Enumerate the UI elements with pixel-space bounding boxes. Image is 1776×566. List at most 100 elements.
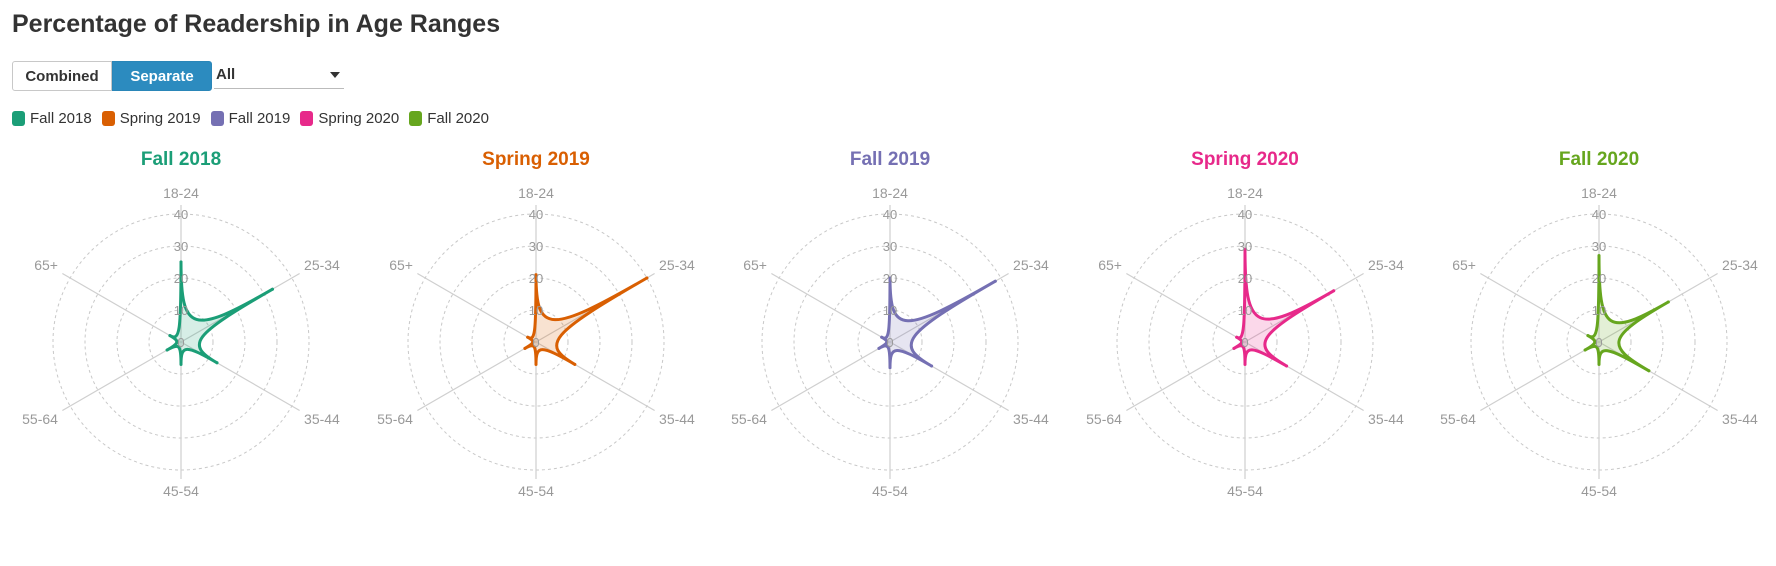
axis-line <box>62 341 182 411</box>
ring-tick-label: 20 <box>174 271 188 286</box>
axis-line <box>771 273 891 343</box>
series-area[interactable] <box>523 273 649 366</box>
data-point <box>1243 247 1247 251</box>
axis-label: 25-34 <box>1013 257 1049 273</box>
data-point <box>1332 289 1336 293</box>
axis-label: 55-64 <box>22 411 58 427</box>
radar-chart: Fall 2019 18-24 25-34 35-44 45-54 55-64 65+ 0 10… <box>731 149 1049 499</box>
axis-line <box>1480 341 1600 411</box>
series-area[interactable] <box>877 276 997 370</box>
axis-label: 35-44 <box>304 411 340 427</box>
data-point <box>215 361 219 365</box>
axis-label: 55-64 <box>377 411 413 427</box>
axis-label: 65+ <box>1452 257 1476 273</box>
axis-label: 45-54 <box>163 483 199 499</box>
axis-line <box>417 341 537 411</box>
axis-label: 18-24 <box>518 185 554 201</box>
ring-tick-label: 0 <box>177 335 184 350</box>
axis-label: 25-34 <box>659 257 695 273</box>
data-point <box>168 334 172 338</box>
data-point <box>1586 334 1590 338</box>
axis-label: 25-34 <box>1722 257 1758 273</box>
radar-chart: Fall 2020 18-24 25-34 35-44 45-54 55-64 65+ 0 10… <box>1440 149 1758 499</box>
ring-tick-label: 10 <box>1238 303 1252 318</box>
axis-label: 25-34 <box>304 257 340 273</box>
legend-label: Spring 2020 <box>318 110 400 127</box>
ring-tick-label: 10 <box>1592 303 1606 318</box>
data-point <box>1243 362 1247 366</box>
axis-label: 35-44 <box>1013 411 1049 427</box>
axis-label: 55-64 <box>1440 411 1476 427</box>
radar-charts: Fall 2018 18-24 25-34 35-44 45-54 55-64 65+ 0 10… <box>0 140 1776 520</box>
ring-tick-label: 10 <box>883 303 897 318</box>
data-point <box>993 279 997 283</box>
data-point <box>1647 369 1651 373</box>
filter-dropdown-value: All <box>216 66 236 83</box>
ring-tick-label: 0 <box>886 335 893 350</box>
ring-tick-label: 30 <box>1592 239 1606 254</box>
axis-line <box>771 341 891 411</box>
data-point <box>270 287 274 291</box>
data-point <box>645 276 649 280</box>
axis-label: 45-54 <box>518 483 554 499</box>
axis-label: 55-64 <box>731 411 767 427</box>
chart-title: Fall 2018 <box>141 149 221 170</box>
ring-tick-label: 30 <box>529 239 543 254</box>
legend-swatch <box>12 111 25 126</box>
data-point <box>1583 348 1587 352</box>
axis-label: 55-64 <box>1086 411 1122 427</box>
data-point <box>1235 335 1239 339</box>
axis-label: 18-24 <box>1581 185 1617 201</box>
axis-label: 35-44 <box>1368 411 1404 427</box>
legend-swatch <box>409 111 423 126</box>
legend-item[interactable]: Fall 2018 <box>12 110 92 127</box>
axis-line <box>1126 273 1246 343</box>
legend-item[interactable]: Spring 2019 <box>101 110 201 127</box>
combined-button[interactable]: Combined <box>12 61 112 91</box>
caret-down-icon <box>330 72 340 78</box>
ring-tick-label: 40 <box>1238 207 1252 222</box>
ring-tick-label: 10 <box>529 303 543 318</box>
legend-swatch <box>300 111 314 126</box>
legend-item[interactable]: Spring 2020 <box>300 110 399 127</box>
ring-tick-label: 20 <box>883 271 897 286</box>
ring-tick-label: 30 <box>1238 239 1252 254</box>
radar-chart: Spring 2019 18-24 25-34 35-44 45-54 55-64 65+ 0… <box>377 149 695 499</box>
data-point <box>165 348 169 352</box>
axis-label: 35-44 <box>659 411 695 427</box>
chart-title: Fall 2020 <box>1559 149 1639 170</box>
axis-label: 45-54 <box>1581 483 1617 499</box>
filter-dropdown[interactable]: All <box>214 63 344 89</box>
legend-item[interactable]: Fall 2019 <box>210 110 290 127</box>
data-point <box>930 364 934 368</box>
legend-label: Spring 2019 <box>119 110 201 127</box>
axis-line <box>417 273 537 343</box>
ring-tick-label: 20 <box>1592 271 1606 286</box>
data-point <box>179 362 183 366</box>
axis-label: 65+ <box>743 257 767 273</box>
chart-title: Fall 2019 <box>850 149 930 170</box>
axis-line <box>1126 341 1246 411</box>
axis-label: 45-54 <box>872 483 908 499</box>
data-point <box>1597 254 1601 258</box>
data-point <box>534 273 538 277</box>
data-point <box>888 366 892 370</box>
legend-item[interactable]: Fall 2020 <box>409 110 489 127</box>
data-point <box>888 276 892 280</box>
ring-tick-label: 0 <box>1595 335 1602 350</box>
axis-label: 65+ <box>1098 257 1122 273</box>
data-point <box>573 362 577 366</box>
data-point <box>534 362 538 366</box>
axis-line <box>62 273 182 343</box>
data-point <box>1666 300 1670 304</box>
axis-label: 35-44 <box>1722 411 1758 427</box>
ring-tick-label: 10 <box>174 303 188 318</box>
ring-tick-label: 30 <box>174 239 188 254</box>
radar-chart: Fall 2018 18-24 25-34 35-44 45-54 55-64 65+ 0 10… <box>22 149 340 499</box>
data-point <box>526 335 530 339</box>
radar-chart: Spring 2020 18-24 25-34 35-44 45-54 55-64 65+ 0… <box>1086 149 1404 499</box>
separate-button[interactable]: Separate <box>112 61 212 91</box>
ring-tick-label: 40 <box>174 207 188 222</box>
ring-tick-label: 40 <box>1592 207 1606 222</box>
chart-title: Spring 2020 <box>1191 149 1299 170</box>
